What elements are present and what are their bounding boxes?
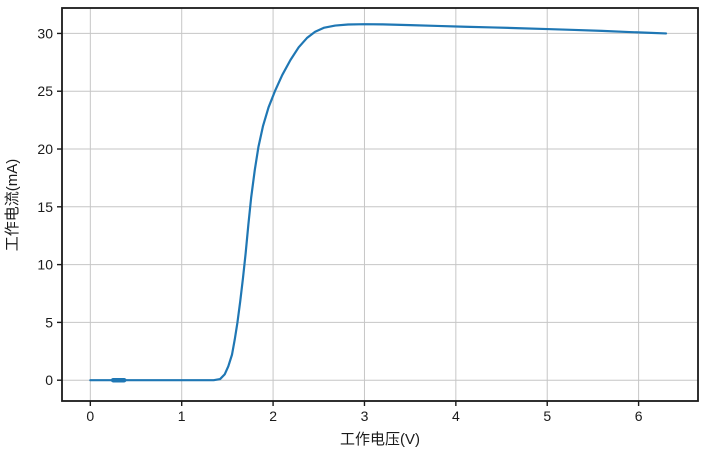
data-series [89, 23, 668, 383]
y-tick-label: 15 [37, 199, 53, 215]
gridlines [62, 8, 698, 401]
y-tick-label: 25 [37, 83, 53, 99]
x-tick-label: 3 [361, 408, 369, 424]
plot-border [61, 7, 699, 402]
axis-ticks [57, 32, 640, 406]
x-tick-label: 1 [178, 408, 186, 424]
x-axis-label: 工作电压(V) [340, 431, 420, 448]
y-tick-label: 30 [37, 25, 53, 41]
y-tick-label: 10 [37, 257, 53, 273]
y-tick-label: 20 [37, 141, 53, 157]
x-tick-label: 4 [452, 408, 460, 424]
x-tick-label: 0 [86, 408, 94, 424]
axis-tick-labels: 0 1 2 3 4 5 6 0 5 10 15 20 25 30 [37, 25, 642, 424]
x-tick-label: 5 [543, 408, 551, 424]
series-line [89, 23, 668, 382]
axes-spines [61, 7, 699, 402]
y-tick-label: 5 [45, 314, 53, 330]
y-axis-label: 工作电流(mA) [4, 159, 21, 252]
x-tick-label: 6 [635, 408, 643, 424]
x-tick-label: 2 [269, 408, 277, 424]
y-tick-label: 0 [45, 372, 53, 388]
